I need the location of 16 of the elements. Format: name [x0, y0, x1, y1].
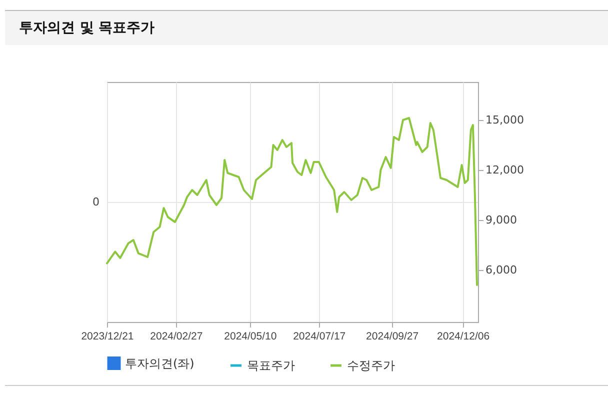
y2-tick-label: 15,000 — [486, 114, 524, 126]
x-tick-label: 2024/02/27 — [150, 330, 203, 342]
x-tick-label: 2024/12/06 — [437, 330, 490, 342]
x-tick-label: 2024/09/27 — [366, 330, 419, 342]
y2-tick-label: 6,000 — [486, 264, 517, 276]
x-tick-label: 2023/12/21 — [81, 330, 134, 342]
chart-title: 투자의견 및 목표주가 — [19, 19, 155, 37]
legend-label: 목표주가 — [247, 358, 295, 372]
x-tick-label: 2024/07/17 — [293, 330, 346, 342]
y2-tick-label: 9,000 — [486, 214, 517, 226]
x-tick-label: 2024/05/10 — [224, 330, 277, 342]
text: 0 — [92, 196, 100, 208]
legend-label: 투자의견(좌) — [125, 356, 194, 370]
legend-label: 수정주가 — [347, 358, 395, 372]
y2-tick-label: 12,000 — [486, 164, 524, 176]
line-series — [106, 117, 478, 286]
